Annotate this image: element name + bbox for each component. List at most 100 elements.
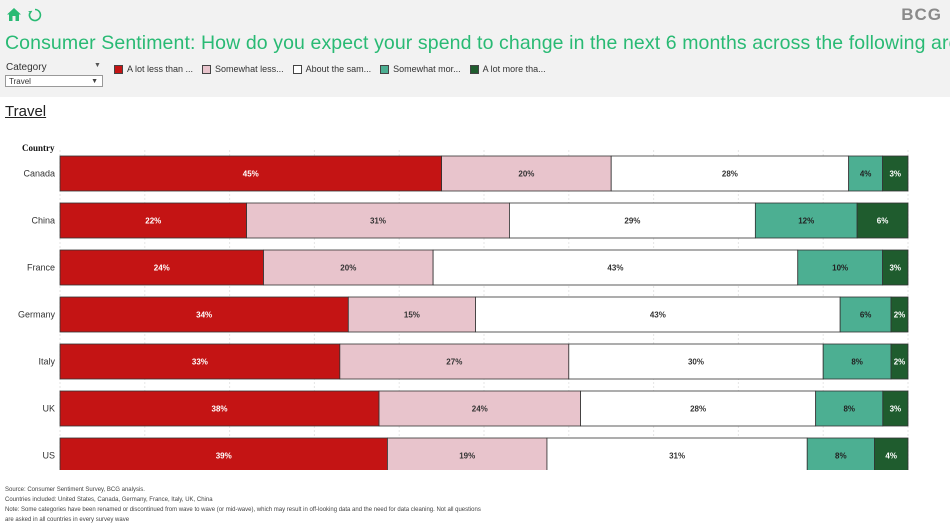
filter-options-icon[interactable]: ▼	[94, 62, 101, 69]
data-label: 31%	[370, 217, 386, 226]
bar-segment[interactable]	[568, 343, 824, 380]
home-icon[interactable]	[6, 7, 22, 23]
data-label: 8%	[835, 452, 847, 461]
data-label: 19%	[459, 452, 475, 461]
bar-segment[interactable]	[848, 155, 883, 192]
y-tick-label: Italy	[38, 357, 55, 367]
legend-item[interactable]: A lot less than ...	[114, 64, 193, 74]
data-label: 39%	[216, 452, 232, 461]
bar-segment[interactable]	[882, 249, 909, 286]
data-label: 45%	[243, 170, 259, 179]
category-filter-label: Category	[6, 62, 47, 73]
data-label: 29%	[624, 217, 640, 226]
bar-segment[interactable]	[610, 155, 850, 192]
footnote-line: Countries included: United States, Canad…	[5, 497, 213, 503]
data-label: 20%	[518, 170, 534, 179]
header-band	[0, 0, 950, 97]
data-label: 33%	[192, 358, 208, 367]
legend-label: About the sam...	[305, 64, 372, 74]
data-label: 20%	[340, 264, 356, 273]
bar-segment[interactable]	[432, 249, 799, 286]
legend-swatch	[380, 64, 390, 74]
chevron-down-icon: ▼	[91, 78, 98, 85]
bar-segment[interactable]	[890, 296, 909, 333]
data-label: 27%	[446, 358, 462, 367]
y-tick-label: France	[27, 263, 55, 273]
data-label: 34%	[196, 311, 212, 320]
data-label: 4%	[885, 452, 897, 461]
data-label: 15%	[404, 311, 420, 320]
bar-segment[interactable]	[59, 390, 380, 427]
data-label: 24%	[472, 405, 488, 414]
data-label: 6%	[877, 217, 889, 226]
refresh-icon[interactable]	[27, 7, 43, 23]
legend-label: Somewhat less...	[215, 64, 284, 74]
bar-segment[interactable]	[815, 390, 884, 427]
footnote-line: Source: Consumer Sentiment Survey, BCG a…	[5, 487, 145, 493]
bcg-logo: BCG	[901, 5, 942, 24]
data-label: 28%	[722, 170, 738, 179]
data-label: 43%	[650, 311, 666, 320]
legend-item[interactable]: Somewhat less...	[202, 64, 284, 74]
legend-swatch	[114, 64, 123, 74]
data-label: 8%	[851, 358, 863, 367]
data-label: 12%	[798, 217, 814, 226]
y-tick-label: UK	[42, 404, 55, 414]
bar-segment[interactable]	[882, 155, 909, 192]
bar-segment[interactable]	[797, 249, 883, 286]
legend-swatch	[202, 64, 212, 74]
bar-segment[interactable]	[890, 343, 909, 380]
y-tick-label: Germany	[18, 310, 56, 320]
bar-segment[interactable]	[59, 343, 341, 380]
bar-segment[interactable]	[387, 437, 548, 470]
legend-item[interactable]: About the sam...	[292, 64, 372, 74]
data-label: 3%	[889, 264, 901, 273]
y-axis-title: Country	[22, 143, 55, 153]
data-label: 38%	[212, 405, 228, 414]
data-label: 31%	[669, 452, 685, 461]
data-label: 43%	[607, 264, 623, 273]
bar-segment[interactable]	[246, 202, 510, 239]
bar-segment[interactable]	[882, 390, 909, 427]
data-label: 2%	[894, 358, 906, 367]
page-title: Consumer Sentiment: How do you expect yo…	[5, 32, 950, 54]
y-tick-label: China	[31, 216, 55, 226]
bar-segment[interactable]	[839, 296, 892, 333]
y-tick-label: Canada	[23, 169, 55, 179]
section-title: Travel	[5, 103, 47, 120]
data-label: 28%	[690, 405, 706, 414]
bar-segment[interactable]	[59, 202, 247, 239]
bar-segment[interactable]	[580, 390, 817, 427]
bar-segment[interactable]	[59, 296, 349, 333]
bar-segment[interactable]	[347, 296, 476, 333]
bar-segment[interactable]	[754, 202, 858, 239]
legend-item[interactable]: A lot more tha...	[469, 64, 546, 74]
data-label: 4%	[860, 170, 872, 179]
bar-segment[interactable]	[59, 437, 388, 470]
data-label: 2%	[894, 311, 906, 320]
data-label: 22%	[145, 217, 161, 226]
bar-segment[interactable]	[856, 202, 909, 239]
footnote-line: Note: Some categories have been renamed …	[5, 507, 481, 513]
bar-segment[interactable]	[822, 343, 892, 380]
bar-segment[interactable]	[263, 249, 434, 286]
bar-segment[interactable]	[59, 155, 443, 192]
legend-swatch	[469, 64, 479, 74]
chart-legend: A lot less than ... Somewhat less... About…	[114, 64, 555, 74]
y-tick-label: US	[42, 451, 55, 461]
category-select[interactable]: Travel ▼	[5, 75, 103, 87]
legend-label: Somewhat mor...	[393, 64, 461, 74]
bar-segment[interactable]	[874, 437, 909, 470]
footnote-line: are asked in all countries in every surv…	[5, 517, 130, 523]
legend-item[interactable]: Somewhat mor...	[380, 64, 461, 74]
stacked-bar-chart: Canada 45% 20% 28% 4% 3% China 22% 31% 29% 12% 6% Fr…	[18, 150, 909, 470]
bar-segment[interactable]	[475, 296, 841, 333]
bar-segment[interactable]	[378, 390, 581, 427]
footnotes: Source: Consumer Sentiment Survey, BCG a…	[5, 485, 481, 525]
bar-segment[interactable]	[339, 343, 570, 380]
legend-label: A lot more tha...	[482, 64, 546, 74]
legend-label: A lot less than ...	[127, 64, 194, 74]
bar-segment[interactable]	[509, 202, 756, 239]
data-label: 3%	[890, 405, 902, 414]
bar-segment[interactable]	[59, 249, 264, 286]
